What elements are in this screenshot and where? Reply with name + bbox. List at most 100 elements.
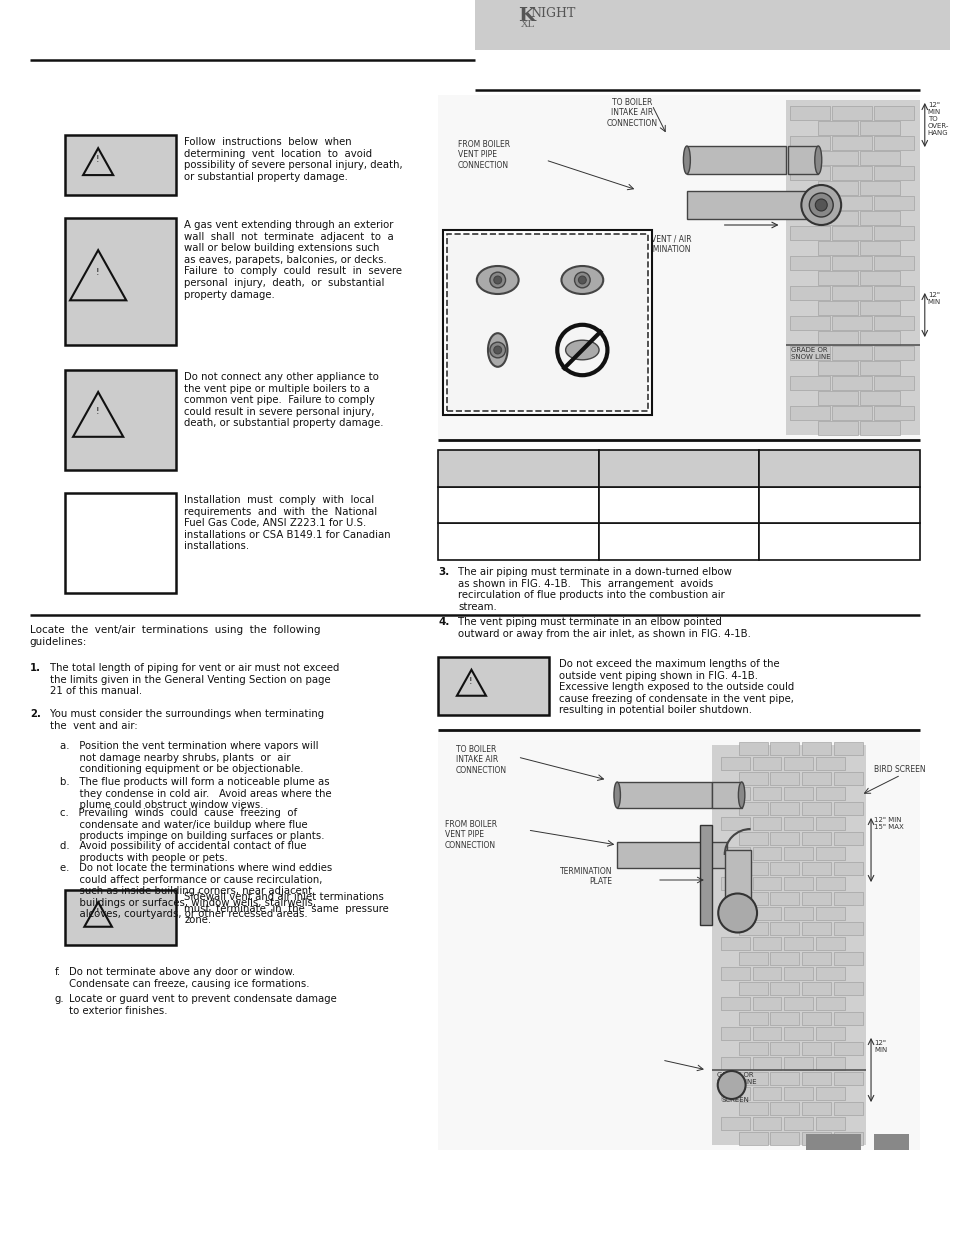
Bar: [816, 1087, 844, 1100]
Bar: [720, 967, 749, 981]
Ellipse shape: [561, 266, 602, 294]
Bar: [783, 1028, 813, 1040]
Text: FROM BOILER
VENT PIPE
CONNECTION: FROM BOILER VENT PIPE CONNECTION: [444, 820, 497, 850]
Bar: [437, 524, 598, 559]
Circle shape: [815, 199, 826, 211]
Bar: [831, 346, 871, 359]
Bar: [801, 742, 830, 755]
Text: The air piping must terminate in a down-turned elbow
as shown in FIG. 4-1B.   Th: The air piping must terminate in a down-…: [457, 567, 731, 611]
Bar: [711, 745, 865, 1145]
Text: !: !: [95, 156, 99, 164]
Text: The vent piping must terminate in an elbow pointed
outward or away from the air : The vent piping must terminate in an elb…: [457, 618, 750, 638]
Bar: [860, 241, 899, 254]
Text: The total length of piping for vent or air must not exceed
the limits given in t: The total length of piping for vent or a…: [50, 663, 339, 697]
Bar: [833, 802, 862, 815]
Bar: [720, 1057, 749, 1070]
Bar: [831, 106, 871, 120]
Bar: [790, 406, 829, 420]
Circle shape: [717, 1071, 745, 1099]
Bar: [860, 361, 899, 375]
Bar: [831, 136, 871, 149]
Bar: [442, 230, 651, 415]
Bar: [759, 487, 919, 524]
Bar: [818, 331, 857, 345]
Bar: [833, 892, 862, 905]
Ellipse shape: [814, 146, 821, 174]
Bar: [738, 802, 767, 815]
Text: !: !: [95, 268, 99, 277]
Bar: [738, 772, 767, 785]
Bar: [770, 923, 799, 935]
Bar: [816, 1028, 844, 1040]
Bar: [720, 997, 749, 1010]
Bar: [700, 825, 711, 925]
Bar: [759, 450, 919, 487]
Bar: [790, 346, 829, 359]
Bar: [437, 450, 598, 487]
Text: TERMINATION
PLATE: TERMINATION PLATE: [559, 867, 612, 887]
Bar: [770, 1011, 799, 1025]
Text: 2.: 2.: [30, 709, 41, 719]
Bar: [860, 151, 899, 165]
Text: BIRD
SCREEN: BIRD SCREEN: [721, 1091, 749, 1103]
Bar: [790, 196, 829, 210]
Text: You must consider the surroundings when terminating
the  vent and air:: You must consider the surroundings when …: [50, 709, 324, 731]
Bar: [801, 1132, 830, 1145]
Bar: [831, 196, 871, 210]
Bar: [833, 982, 862, 995]
Circle shape: [718, 893, 757, 932]
Bar: [720, 877, 749, 890]
Bar: [770, 952, 799, 965]
Bar: [720, 1087, 749, 1100]
Text: 12"
MIN
TO
OVER-
HANG: 12" MIN TO OVER- HANG: [927, 103, 948, 136]
Bar: [617, 842, 726, 868]
Bar: [752, 1087, 781, 1100]
Bar: [833, 1011, 862, 1025]
Bar: [738, 892, 767, 905]
Bar: [873, 106, 913, 120]
Bar: [617, 782, 711, 808]
Text: A gas vent extending through an exterior
wall  shall  not  terminate  adjacent  : A gas vent extending through an exterior…: [184, 220, 402, 300]
Text: e.   Do not locate the terminations where wind eddies
      could affect perform: e. Do not locate the terminations where …: [60, 863, 332, 919]
Bar: [783, 1057, 813, 1070]
Bar: [833, 1042, 862, 1055]
Bar: [598, 524, 759, 559]
Bar: [801, 772, 830, 785]
Bar: [720, 1116, 749, 1130]
Bar: [720, 757, 749, 769]
Bar: [752, 1028, 781, 1040]
Circle shape: [494, 277, 501, 284]
Bar: [818, 241, 857, 254]
Bar: [801, 892, 830, 905]
Bar: [801, 832, 830, 845]
Bar: [752, 1057, 781, 1070]
Bar: [833, 742, 862, 755]
Text: !: !: [95, 909, 99, 918]
Bar: [790, 136, 829, 149]
Text: 3.: 3.: [437, 567, 449, 577]
Bar: [738, 1132, 767, 1145]
Ellipse shape: [738, 782, 744, 808]
Bar: [759, 524, 919, 559]
Bar: [833, 1102, 862, 1115]
Bar: [770, 802, 799, 815]
Bar: [752, 906, 781, 920]
Bar: [65, 135, 176, 195]
Text: TO BOILER
INTAKE AIR
CONNECTION: TO BOILER INTAKE AIR CONNECTION: [606, 98, 657, 127]
Bar: [801, 1011, 830, 1025]
Bar: [738, 1072, 767, 1086]
Bar: [873, 196, 913, 210]
Bar: [752, 818, 781, 830]
Bar: [860, 270, 899, 285]
Text: 12"
MIN: 12" MIN: [927, 291, 940, 305]
Bar: [752, 757, 781, 769]
Bar: [65, 219, 176, 345]
Bar: [833, 862, 862, 876]
Bar: [738, 742, 767, 755]
Text: GRADE OR
SNOW LINE: GRADE OR SNOW LINE: [716, 1072, 756, 1086]
Bar: [831, 316, 871, 330]
Bar: [860, 391, 899, 405]
Bar: [831, 375, 871, 390]
Bar: [801, 952, 830, 965]
Bar: [833, 1132, 862, 1145]
